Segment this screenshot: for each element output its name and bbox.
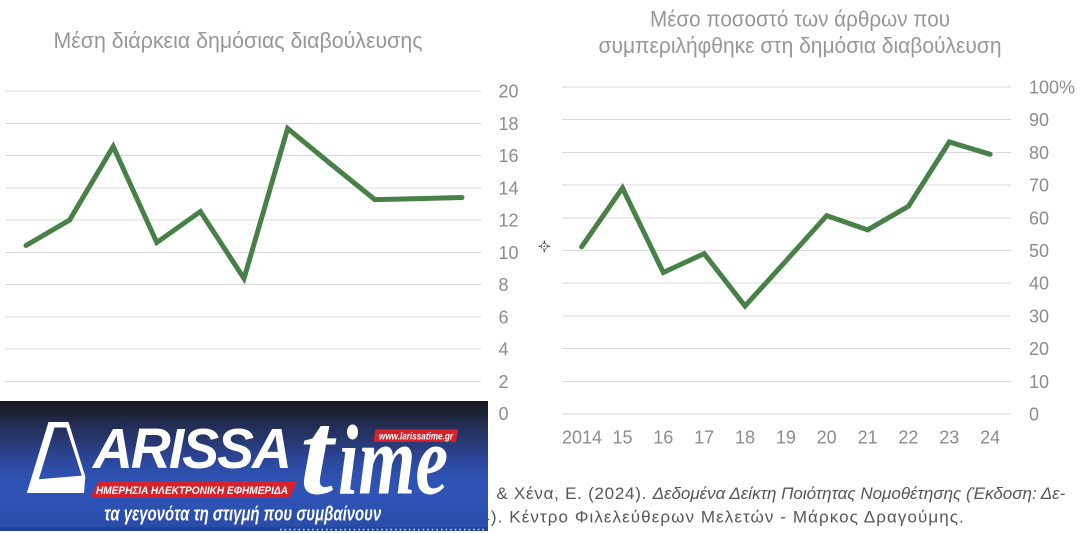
- svg-text:ime: ime: [338, 405, 448, 516]
- svg-text:14: 14: [499, 178, 519, 198]
- svg-text:18: 18: [499, 114, 519, 134]
- svg-text:www.larissatime.gr: www.larissatime.gr: [379, 431, 454, 442]
- svg-text:10: 10: [499, 243, 519, 263]
- svg-text:& Χένα, Ε. (2024). Δεδομένα Δε: & Χένα, Ε. (2024). Δεδομένα Δείκτη Ποιότ…: [496, 484, 1065, 503]
- svg-text:24: 24: [980, 428, 1000, 448]
- svg-text:16: 16: [499, 146, 519, 166]
- svg-text:15: 15: [612, 428, 632, 448]
- svg-text:τα γεγονότα τη στιγμή που συμβ: τα γεγονότα τη στιγμή που συμβαίνουν: [104, 504, 381, 526]
- svg-text:22: 22: [898, 428, 918, 448]
- svg-text:70: 70: [1029, 176, 1049, 196]
- svg-text:6: 6: [499, 307, 509, 327]
- svg-text:19: 19: [776, 428, 796, 448]
- svg-text:23: 23: [939, 428, 959, 448]
- svg-text:ΗΜΕΡΗΣΙΑ ΗΛΕΚΤΡΟΝΙΚΗ ΕΦΗΜΕΡΙΔΑ: ΗΜΕΡΗΣΙΑ ΗΛΕΚΤΡΟΝΙΚΗ ΕΦΗΜΕΡΙΔΑ: [96, 485, 288, 497]
- svg-text:20: 20: [499, 82, 519, 102]
- svg-text:2: 2: [499, 372, 509, 392]
- svg-text:2014: 2014: [562, 428, 602, 448]
- svg-text:17: 17: [694, 428, 714, 448]
- svg-text:50: 50: [1029, 241, 1049, 261]
- svg-text:Μέσο ποσοστό των άρθρων που: Μέσο ποσοστό των άρθρων που: [650, 7, 950, 32]
- svg-text:80: 80: [1029, 143, 1049, 163]
- svg-text:12: 12: [499, 211, 519, 231]
- svg-text:t: t: [300, 401, 337, 520]
- svg-text:20: 20: [817, 428, 837, 448]
- svg-text:100%: 100%: [1029, 77, 1075, 97]
- svg-text:Μέση διάρκεια δημόσιας διαβούλ: Μέση διάρκεια δημόσιας διαβούλευσης: [54, 28, 423, 53]
- svg-text:0: 0: [499, 404, 509, 424]
- svg-text:40: 40: [1029, 274, 1049, 294]
- svg-text:συμπεριλήφθηκε στη δημόσια δια: συμπεριλήφθηκε στη δημόσια διαβούλευση: [599, 33, 1002, 58]
- svg-text:ARISSA: ARISSA: [91, 417, 290, 481]
- svg-text:8: 8: [499, 275, 509, 295]
- svg-text:20: 20: [1029, 339, 1049, 359]
- svg-text:30: 30: [1029, 307, 1049, 327]
- svg-text:10: 10: [1029, 372, 1049, 392]
- svg-text:0: 0: [1029, 405, 1039, 425]
- svg-text:90: 90: [1029, 110, 1049, 130]
- svg-text:60: 60: [1029, 208, 1049, 228]
- svg-text:21: 21: [858, 428, 878, 448]
- svg-text:16: 16: [653, 428, 673, 448]
- svg-text:18: 18: [735, 428, 755, 448]
- svg-text:4). Κέντρο Φιλελεύθερων Μελετώ: 4). Κέντρο Φιλελεύθερων Μελετών - Μάρκος…: [480, 508, 964, 527]
- svg-text:4: 4: [499, 340, 509, 360]
